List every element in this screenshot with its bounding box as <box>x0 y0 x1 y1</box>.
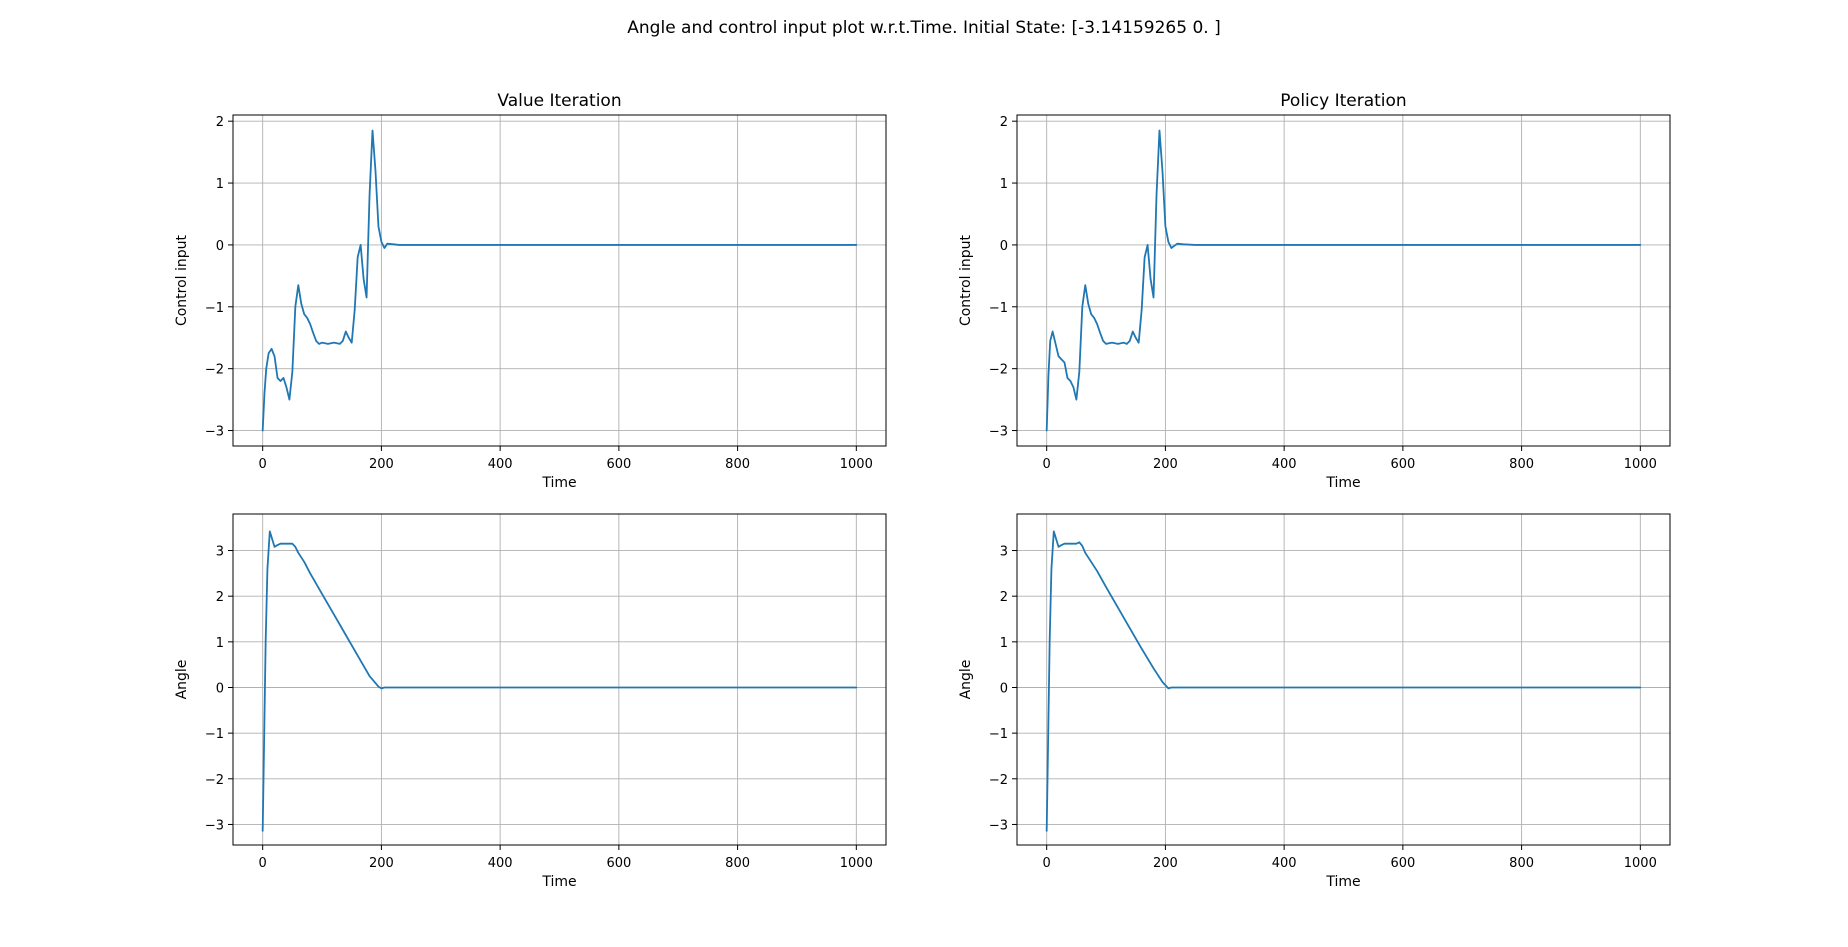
plot-area <box>233 514 886 845</box>
x-tick-label: 0 <box>259 856 267 871</box>
plot-area <box>233 115 886 446</box>
subplot-value-iteration-control: 0 200 400 600 800 1000 −3 −2 −1 0 1 2 Time Control in… <box>174 91 887 491</box>
y-tick-label: −2 <box>989 773 1008 788</box>
x-tick-label: 600 <box>606 457 631 472</box>
y-tick-label: 0 <box>216 681 224 696</box>
x-tick-label: 400 <box>488 457 513 472</box>
y-tick-label: −1 <box>989 727 1008 742</box>
x-tick-label: 800 <box>1509 856 1534 871</box>
y-tick-label: 1 <box>1000 636 1008 651</box>
x-axis-label: Time <box>1325 874 1360 890</box>
y-axis-label: Control input <box>958 234 974 326</box>
y-tick-label: 2 <box>1000 590 1008 605</box>
subplot-title: Value Iteration <box>497 91 621 111</box>
y-axis-label: Angle <box>958 660 974 700</box>
y-tick-label: −1 <box>205 727 224 742</box>
x-tick-label: 800 <box>725 856 750 871</box>
x-tick-label: 200 <box>369 457 394 472</box>
x-tick-label: 600 <box>1390 457 1415 472</box>
x-tick-label: 200 <box>1153 457 1178 472</box>
plot-area <box>1017 115 1670 446</box>
series-line <box>261 530 858 832</box>
y-tick-label: 1 <box>1000 177 1008 192</box>
y-tick-label: 0 <box>1000 239 1008 254</box>
x-tick-label: 0 <box>1043 457 1051 472</box>
series-line <box>1045 530 1642 832</box>
y-tick-label: −1 <box>205 301 224 316</box>
x-axis-label: Time <box>541 874 576 890</box>
x-tick-label: 1000 <box>840 856 873 871</box>
y-tick-label: −3 <box>989 425 1008 440</box>
figure-suptitle: Angle and control input plot w.r.t.Time.… <box>627 18 1220 38</box>
axes-frame <box>1016 513 1671 846</box>
y-tick-label: 3 <box>1000 545 1008 560</box>
x-tick-label: 400 <box>1272 856 1297 871</box>
axes-frame <box>232 513 887 846</box>
y-tick-label: −2 <box>205 773 224 788</box>
y-tick-label: −2 <box>205 363 224 378</box>
y-tick-label: 2 <box>216 590 224 605</box>
subplot-title: Policy Iteration <box>1280 91 1406 111</box>
x-tick-label: 600 <box>1390 856 1415 871</box>
x-tick-label: 1000 <box>840 457 873 472</box>
x-tick-label: 200 <box>369 856 394 871</box>
x-axis-label: Time <box>541 475 576 491</box>
y-tick-label: 1 <box>216 177 224 192</box>
subplot-policy-iteration-angle: 0 200 400 600 800 1000 −3 −2 −1 0 1 2 3 Time Angle <box>958 513 1671 890</box>
x-tick-label: 400 <box>488 856 513 871</box>
x-tick-label: 1000 <box>1624 856 1657 871</box>
subplot-value-iteration-angle: 0 200 400 600 800 1000 −3 −2 −1 0 1 2 3 Time Angle <box>174 513 887 890</box>
x-axis-label: Time <box>1325 475 1360 491</box>
x-tick-label: 800 <box>725 457 750 472</box>
plot-area <box>1017 514 1670 845</box>
y-tick-label: −2 <box>989 363 1008 378</box>
x-tick-label: 600 <box>606 856 631 871</box>
y-tick-label: −3 <box>989 818 1008 833</box>
series-line <box>261 129 858 432</box>
y-axis-label: Control input <box>174 234 190 326</box>
y-tick-label: 0 <box>216 239 224 254</box>
y-axis-label: Angle <box>174 660 190 700</box>
y-tick-label: −3 <box>205 425 224 440</box>
y-tick-label: 0 <box>1000 681 1008 696</box>
y-tick-label: 3 <box>216 545 224 560</box>
x-tick-label: 200 <box>1153 856 1178 871</box>
x-tick-label: 0 <box>259 457 267 472</box>
y-tick-label: 2 <box>216 115 224 130</box>
subplot-policy-iteration-control: 0 200 400 600 800 1000 −3 −2 −1 0 1 2 Time Control in… <box>958 91 1671 491</box>
axes-frame <box>232 114 887 447</box>
y-tick-label: −3 <box>205 818 224 833</box>
x-tick-label: 800 <box>1509 457 1534 472</box>
axes-frame <box>1016 114 1671 447</box>
x-tick-label: 400 <box>1272 457 1297 472</box>
y-tick-label: −1 <box>989 301 1008 316</box>
x-tick-label: 1000 <box>1624 457 1657 472</box>
y-tick-label: 1 <box>216 636 224 651</box>
y-tick-label: 2 <box>1000 115 1008 130</box>
series-line <box>1045 129 1642 432</box>
x-tick-label: 0 <box>1043 856 1051 871</box>
